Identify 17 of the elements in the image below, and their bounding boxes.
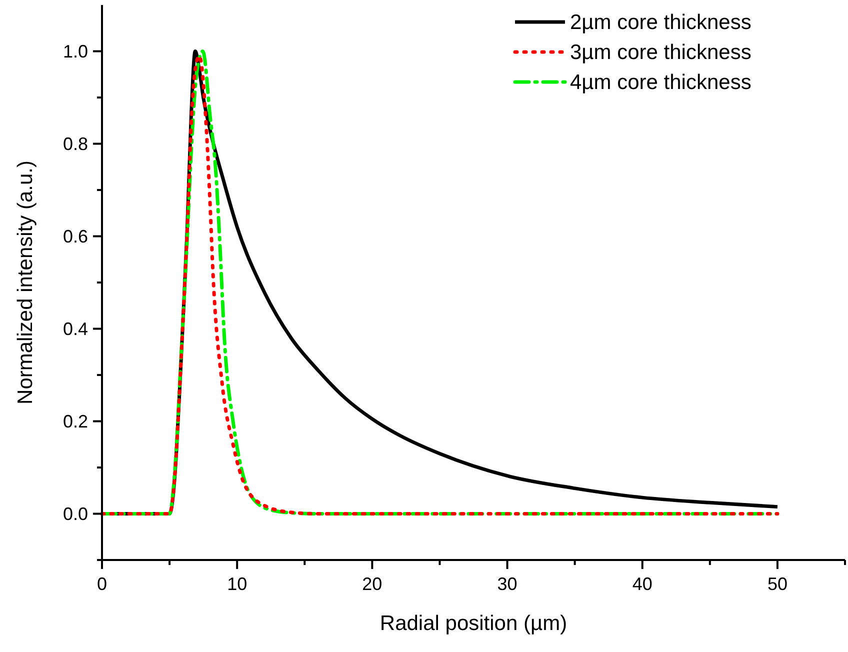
- x-tick-label: 40: [632, 574, 652, 594]
- x-tick-label: 30: [497, 574, 518, 594]
- legend-label: 2µm core thickness: [570, 11, 752, 34]
- y-axis-title: Normalized intensity (a.u.): [14, 160, 37, 404]
- legend-label: 3µm core thickness: [570, 41, 752, 64]
- y-tick-label: 0.2: [62, 411, 88, 432]
- y-tick-label: 0.4: [62, 318, 88, 339]
- text: 0.0: [62, 504, 88, 524]
- y-tick-label: 0.6: [62, 226, 88, 246]
- legend-label: 4µm core thickness: [570, 71, 752, 94]
- x-axis-title: Radial position (µm): [380, 612, 568, 635]
- x-tick-label: 0: [96, 574, 108, 594]
- x-tick-label: 50: [767, 574, 788, 594]
- x-tick-label: 20: [362, 574, 382, 594]
- x-tick-label: 10: [227, 574, 248, 594]
- y-tick-label: 0.8: [62, 134, 88, 154]
- text: 1.0: [62, 41, 88, 62]
